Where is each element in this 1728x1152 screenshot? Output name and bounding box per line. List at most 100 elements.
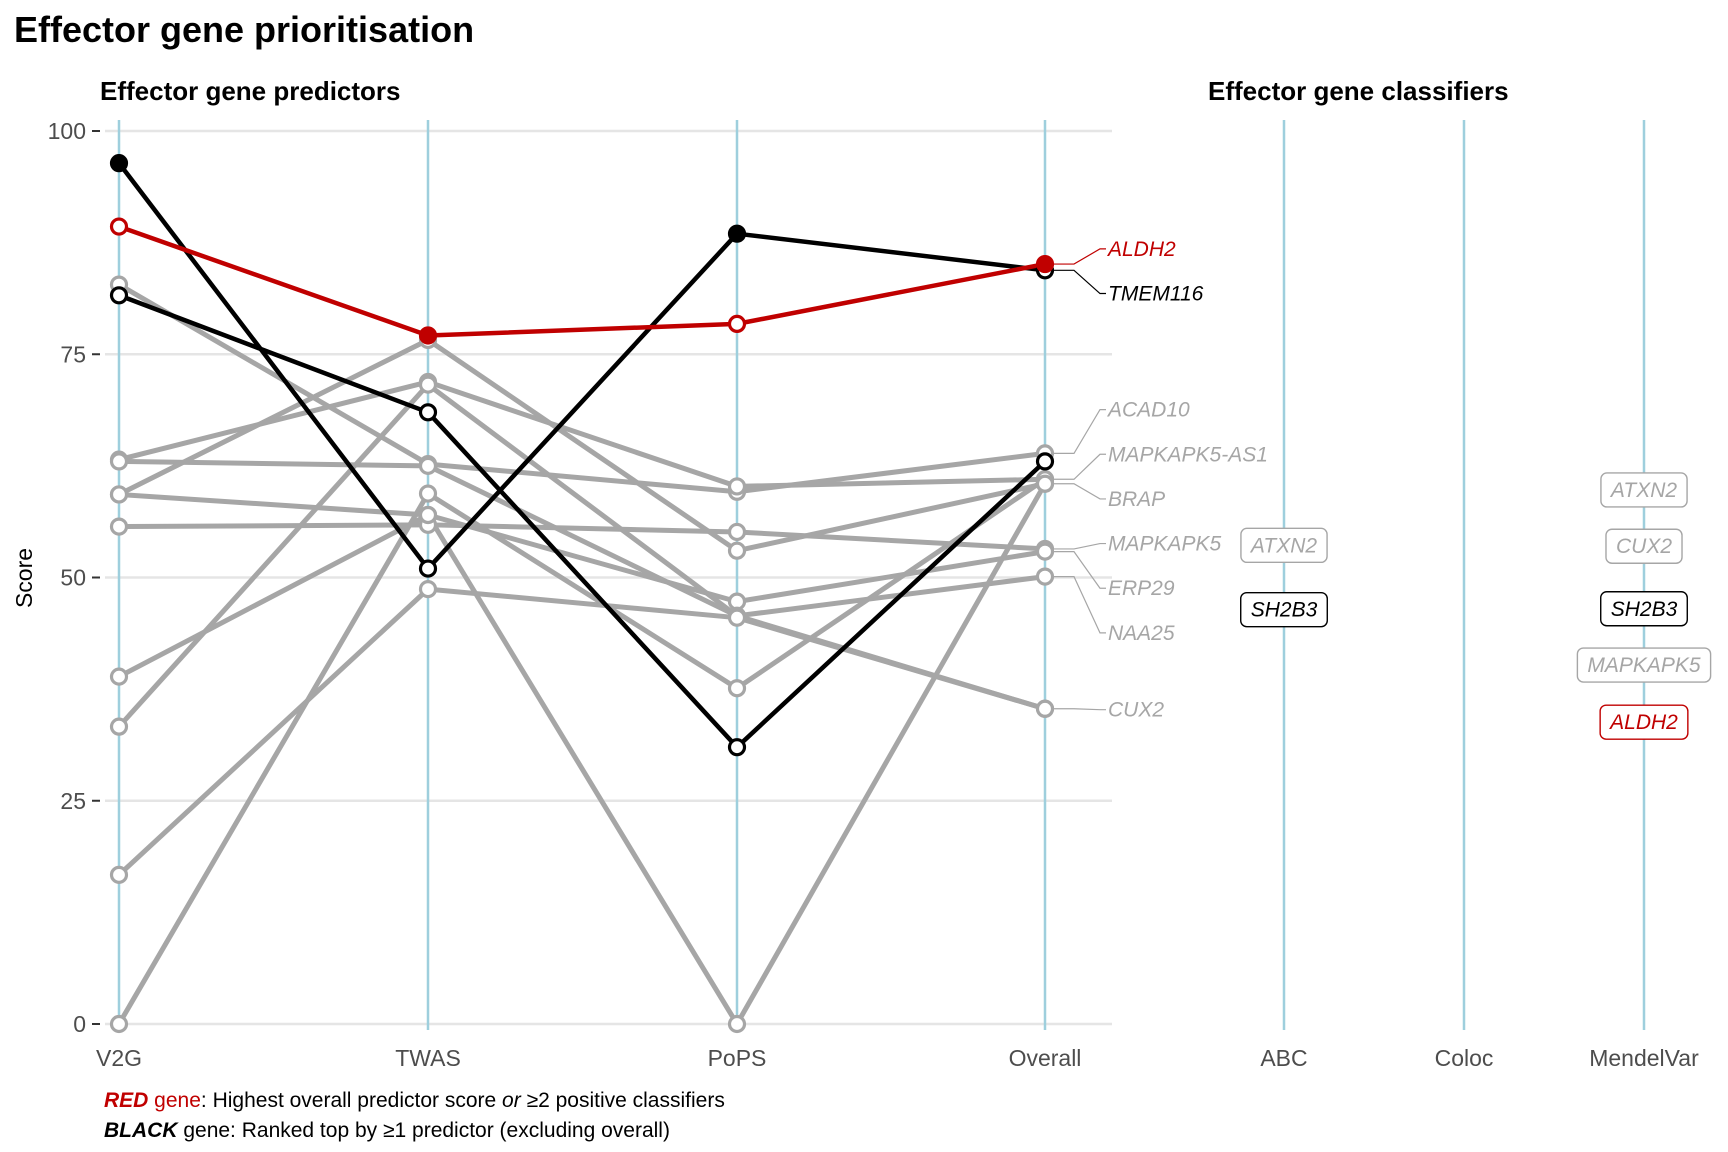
y-tick-label-25: 25 — [60, 788, 86, 814]
caption-line-2: BLACK gene: Ranked top by ≥1 predictor (… — [104, 1119, 670, 1142]
series-lines — [116, 160, 1048, 1027]
x-tick-pops: PoPS — [708, 1045, 767, 1071]
classifier-label-text: ATXN2 — [1249, 534, 1317, 557]
leader-mapkapk5-as1 — [1054, 453, 1106, 480]
leader-cux2 — [1054, 708, 1106, 711]
gene-label-cux2: CUX2 — [1108, 699, 1164, 722]
label-leaders — [1054, 248, 1106, 711]
point-aldh2-pops — [727, 314, 747, 333]
series-line-12 — [116, 481, 1048, 1027]
classifier-label-box — [1576, 647, 1712, 683]
vertical-axes — [117, 120, 1646, 1030]
gene-label-mapkapk5: MAPKAPK5 — [1108, 533, 1222, 556]
series-line-2 — [116, 293, 1048, 750]
chart-title: Effector gene prioritisation — [14, 9, 474, 50]
caption-red-gene: gene — [148, 1089, 201, 1112]
classifier-label-box — [1240, 527, 1328, 564]
x-tick-overall: Overall — [1009, 1045, 1082, 1071]
x-ticks: V2G TWAS PoPS Overall ABC Coloc MendelVar — [96, 1045, 1699, 1071]
series-points — [109, 154, 1055, 1034]
x-tick-abc: ABC — [1260, 1045, 1307, 1071]
point-aldh2-overall — [1035, 254, 1055, 274]
point-s12-overall — [1035, 474, 1055, 493]
classifier-label-text: SH2B3 — [1251, 599, 1318, 622]
classifier-label-box — [1605, 528, 1683, 564]
classifier-label-text: MAPKAPK5 — [1587, 654, 1701, 677]
series-line-mapkapk5-as1 — [116, 379, 1048, 489]
classifier-abc-atxn2: ATXN2 — [1240, 527, 1328, 564]
y-tick-label-50: 50 — [60, 565, 86, 591]
point-s2-v2g — [109, 286, 129, 305]
point-cux2-v2g — [109, 717, 129, 736]
series-line-acad10 — [116, 282, 1048, 495]
point-aldh2-twas — [418, 326, 438, 345]
point-aldh2-v2g — [109, 217, 129, 236]
caption-line-1: RED gene: Highest overall predictor scor… — [104, 1089, 725, 1112]
point-s11-v2g — [109, 1014, 129, 1034]
classifier-mendelvar-atxn2: ATXN2 — [1600, 472, 1688, 508]
x-tick-mendelvar: MendelVar — [1589, 1045, 1699, 1071]
x-tick-twas: TWAS — [395, 1045, 461, 1071]
classifiers-subtitle: Effector gene classifiers — [1208, 76, 1509, 106]
predictors-subtitle: Effector gene predictors — [100, 76, 401, 106]
point-s10-twas — [418, 580, 438, 599]
point-cux2-twas — [418, 375, 438, 394]
point-mapkapk5-pops — [727, 522, 747, 542]
gene-label-brap: BRAP — [1108, 488, 1165, 511]
point-mapkapk5-as1-pops — [727, 477, 747, 496]
gene-label-tmem116: TMEM116 — [1108, 283, 1204, 306]
classifier-mendelvar-aldh2: ALDH2 — [1599, 704, 1689, 740]
x-tick-v2g: V2G — [96, 1045, 142, 1071]
point-erp29-overall — [1035, 542, 1055, 561]
point-s10-pops — [727, 608, 747, 627]
classifier-abc-sh2b3: SH2B3 — [1240, 591, 1328, 628]
point-tmem116-v2g — [109, 154, 129, 173]
series-line-naa25 — [116, 458, 1048, 619]
series-line-mapkapk5 — [116, 522, 1048, 552]
series-line-11 — [116, 476, 1048, 1027]
classifier-label-box — [1600, 472, 1688, 508]
caption-black-rest: gene: Ranked top by ≥1 predictor (exclud… — [178, 1119, 670, 1142]
y-axis-label: Score — [11, 548, 37, 608]
point-s11-twas — [418, 484, 438, 503]
classifier-label-text: ALDH2 — [1608, 711, 1678, 734]
point-s12-v2g — [109, 485, 129, 504]
point-naa25-v2g — [109, 452, 129, 471]
point-naa25-twas — [418, 456, 438, 475]
series-line-brap — [116, 337, 1048, 554]
point-tmem116-twas — [418, 559, 438, 578]
caption-red-word: RED — [104, 1089, 148, 1112]
classifier-mendelvar-mapkapk5: MAPKAPK5 — [1576, 647, 1712, 683]
leader-tmem116 — [1054, 269, 1106, 295]
point-mapkapk5-v2g — [109, 517, 129, 536]
classifier-label-text: SH2B3 — [1611, 598, 1678, 621]
y-tick-label-100: 100 — [48, 118, 86, 144]
point-s2-twas — [418, 403, 438, 422]
point-s10-overall — [1035, 699, 1055, 718]
gene-label-mapkapk5-as1: MAPKAPK5-AS1 — [1108, 443, 1268, 466]
y-ticks: 0 25 50 75 100 — [48, 118, 100, 1037]
x-tick-coloc: Coloc — [1435, 1045, 1494, 1071]
caption-red-rest-a: : Highest overall predictor score — [201, 1089, 502, 1112]
leader-brap — [1054, 483, 1106, 500]
point-brap-pops — [727, 541, 747, 560]
classifier-mendelvar-sh2b3: SH2B3 — [1600, 591, 1688, 627]
point-erp29-v2g — [109, 667, 129, 686]
caption-red-rest-b: ≥2 positive classifiers — [521, 1089, 725, 1112]
gene-label-erp29: ERP29 — [1108, 577, 1175, 600]
leader-mapkapk5 — [1054, 542, 1106, 550]
caption-red-or: or — [502, 1089, 522, 1112]
point-s2-overall — [1035, 452, 1055, 471]
series-line-10 — [116, 586, 1048, 878]
classifier-label-box — [1240, 591, 1328, 628]
point-s12-pops — [727, 1014, 747, 1034]
classifier-label-text: CUX2 — [1616, 535, 1672, 558]
series-line-erp29 — [116, 512, 1048, 680]
point-s10-v2g — [109, 865, 129, 884]
y-tick-label-75: 75 — [60, 341, 86, 367]
gene-label-acad10: ACAD10 — [1106, 399, 1190, 422]
series-line-tmem116 — [116, 160, 1048, 571]
point-naa25-overall — [1035, 567, 1055, 586]
leader-naa25 — [1054, 576, 1106, 634]
